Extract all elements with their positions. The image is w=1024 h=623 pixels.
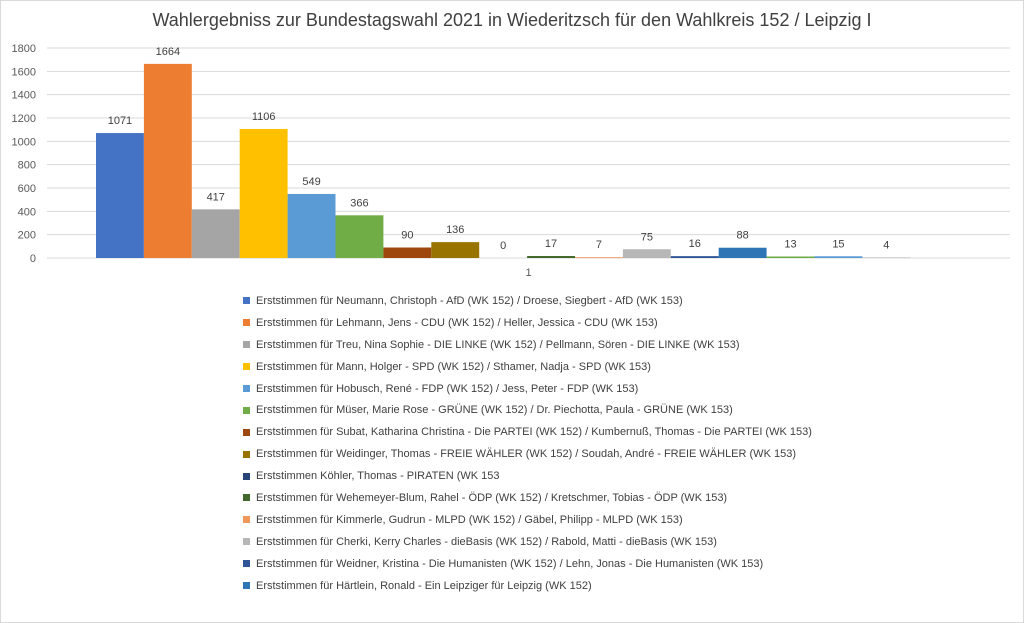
y-tick-label: 1400 bbox=[12, 90, 36, 102]
y-tick-label: 600 bbox=[18, 183, 36, 195]
legend-swatch bbox=[243, 341, 250, 349]
legend-item: Erststimmen für Subat, Katharina Christi… bbox=[243, 421, 1003, 443]
legend-label: Erststimmen für Kimmerle, Gudrun - MLPD … bbox=[256, 513, 683, 526]
data-label: 13 bbox=[784, 238, 796, 250]
legend-label: Erststimmen für Weidinger, Thomas - FREI… bbox=[256, 448, 796, 461]
bar bbox=[239, 128, 288, 258]
legend-item: Erststimmen für Hobusch, René - FDP (WK … bbox=[243, 378, 1003, 400]
y-tick-label: 400 bbox=[18, 206, 36, 218]
legend-item: Erststimmen für Weidinger, Thomas - FREI… bbox=[243, 443, 1003, 465]
legend-swatch bbox=[243, 472, 250, 480]
bar bbox=[383, 247, 432, 258]
bar bbox=[527, 256, 575, 258]
chart-title: Wahlergebniss zur Bundestagswahl 2021 in… bbox=[152, 10, 872, 30]
data-label: 90 bbox=[401, 230, 413, 242]
bars bbox=[96, 63, 911, 258]
data-label: 0 bbox=[500, 240, 506, 252]
legend-label: Erststimmen für Lehmann, Jens - CDU (WK … bbox=[256, 316, 658, 329]
legend-label: Erststimmen für Weidner, Kristina - Die … bbox=[256, 557, 764, 570]
legend-label: Erststimmen für Hobusch, René - FDP (WK … bbox=[256, 382, 639, 395]
bar bbox=[814, 256, 863, 258]
legend-item: Erststimmen für Müser, Marie Rose - GRÜN… bbox=[243, 399, 1003, 421]
legend-swatch bbox=[243, 516, 250, 524]
bar bbox=[335, 215, 384, 258]
data-label: 366 bbox=[350, 197, 368, 209]
y-tick-label: 0 bbox=[30, 253, 36, 265]
data-label: 17 bbox=[545, 238, 557, 250]
data-label: 136 bbox=[446, 224, 464, 236]
legend-item: Erststimmen Köhler, Thomas - PIRATEN (WK… bbox=[243, 465, 1003, 487]
legend-label: Erststimmen für Neumann, Christoph - AfD… bbox=[256, 294, 683, 307]
legend-swatch bbox=[243, 450, 250, 458]
bar bbox=[96, 133, 144, 258]
bar bbox=[287, 193, 336, 258]
x-tick-label: 1 bbox=[525, 267, 531, 279]
data-label: 1664 bbox=[156, 46, 180, 58]
x-axis-ticks: 1 bbox=[525, 267, 531, 279]
legend-swatch bbox=[243, 319, 250, 327]
legend-item: Erststimmen für Härtlein, Ronald - Ein L… bbox=[243, 575, 1003, 597]
legend-swatch bbox=[243, 406, 250, 414]
legend-label: Erststimmen für Wehemeyer-Blum, Rahel - … bbox=[256, 491, 728, 504]
data-label: 75 bbox=[641, 231, 653, 243]
y-tick-label: 200 bbox=[18, 230, 36, 242]
legend: Erststimmen für Neumann, Christoph - AfD… bbox=[243, 290, 1003, 596]
bar bbox=[670, 256, 719, 258]
legend-label: Erststimmen für Müser, Marie Rose - GRÜN… bbox=[256, 404, 733, 417]
legend-swatch bbox=[243, 582, 250, 590]
y-tick-label: 1800 bbox=[12, 43, 36, 55]
legend-swatch bbox=[243, 538, 250, 546]
data-label: 4 bbox=[883, 240, 889, 252]
legend-swatch bbox=[243, 428, 250, 436]
legend-label: Erststimmen für Treu, Nina Sophie - DIE … bbox=[256, 338, 740, 351]
data-labels: 1071 1664 417 1106 549 366 90 136 0 17 7 75 16 88 13 15… bbox=[108, 46, 890, 252]
bar bbox=[622, 249, 671, 258]
bar bbox=[143, 63, 192, 258]
data-label: 549 bbox=[302, 176, 320, 188]
data-label: 1106 bbox=[252, 111, 276, 123]
data-label: 1071 bbox=[108, 115, 132, 127]
legend-label: Erststimmen Köhler, Thomas - PIRATEN (WK… bbox=[256, 470, 500, 483]
data-label: 417 bbox=[207, 191, 225, 203]
data-label: 88 bbox=[737, 230, 749, 242]
legend-item: Erststimmen für Mann, Holger - SPD (WK 1… bbox=[243, 356, 1003, 378]
legend-swatch bbox=[243, 297, 250, 305]
legend-item: Erststimmen für Kimmerle, Gudrun - MLPD … bbox=[243, 509, 1003, 531]
data-label: 7 bbox=[596, 239, 602, 251]
legend-label: Erststimmen für Subat, Katharina Christi… bbox=[256, 426, 812, 439]
y-axis-ticks: 0 200 400 600 800 1000 1200 1400 1600 1800 bbox=[12, 43, 36, 265]
legend-swatch bbox=[243, 494, 250, 502]
legend-item: Erststimmen für Lehmann, Jens - CDU (WK … bbox=[243, 312, 1003, 334]
legend-item: Erststimmen für Neumann, Christoph - AfD… bbox=[243, 290, 1003, 312]
y-tick-label: 800 bbox=[18, 160, 36, 172]
legend-item: Erststimmen für Cherki, Kerry Charles - … bbox=[243, 531, 1003, 553]
bar bbox=[575, 257, 623, 258]
legend-label: Erststimmen für Mann, Holger - SPD (WK 1… bbox=[256, 360, 651, 373]
bar bbox=[718, 247, 767, 258]
legend-item: Erststimmen für Weidner, Kristina - Die … bbox=[243, 553, 1003, 575]
y-tick-label: 1600 bbox=[12, 66, 36, 78]
data-label: 16 bbox=[689, 238, 701, 250]
data-label: 15 bbox=[832, 238, 844, 250]
legend-swatch bbox=[243, 363, 250, 371]
legend-item: Erststimmen für Treu, Nina Sophie - DIE … bbox=[243, 334, 1003, 356]
legend-swatch bbox=[243, 385, 250, 392]
bar bbox=[191, 209, 240, 258]
bar bbox=[431, 242, 480, 258]
legend-label: Erststimmen für Cherki, Kerry Charles - … bbox=[256, 535, 717, 548]
legend-swatch bbox=[243, 560, 250, 568]
y-tick-label: 1000 bbox=[12, 136, 36, 148]
legend-item: Erststimmen für Wehemeyer-Blum, Rahel - … bbox=[243, 487, 1003, 509]
legend-label: Erststimmen für Härtlein, Ronald - Ein L… bbox=[256, 579, 592, 592]
bar bbox=[766, 256, 815, 258]
y-tick-label: 1200 bbox=[12, 113, 36, 125]
